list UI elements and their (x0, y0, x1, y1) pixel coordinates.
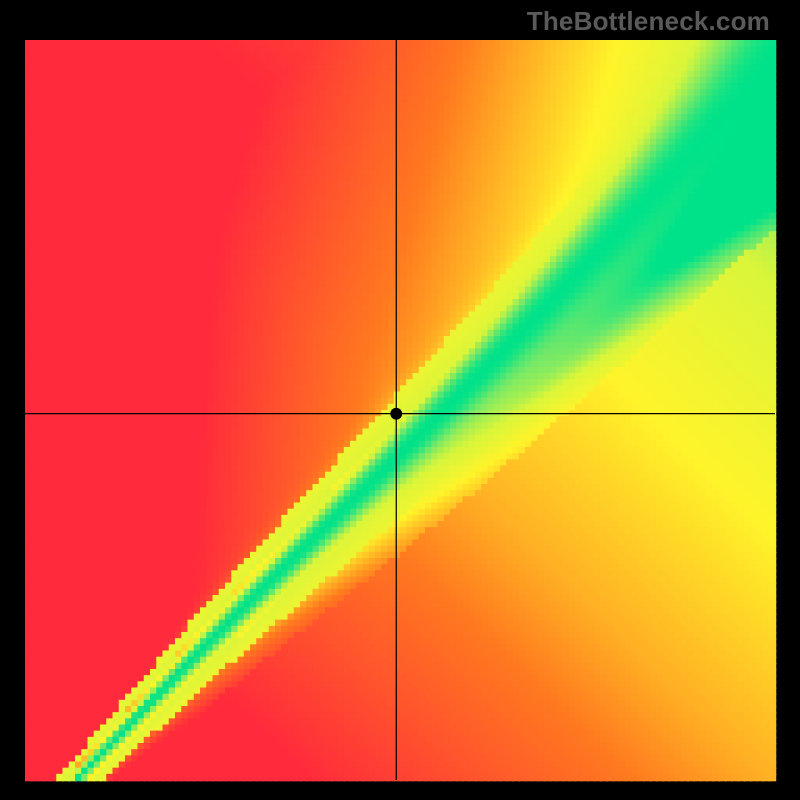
watermark-text: TheBottleneck.com (527, 6, 770, 37)
chart-container: TheBottleneck.com (0, 0, 800, 800)
bottleneck-heatmap (0, 0, 800, 800)
